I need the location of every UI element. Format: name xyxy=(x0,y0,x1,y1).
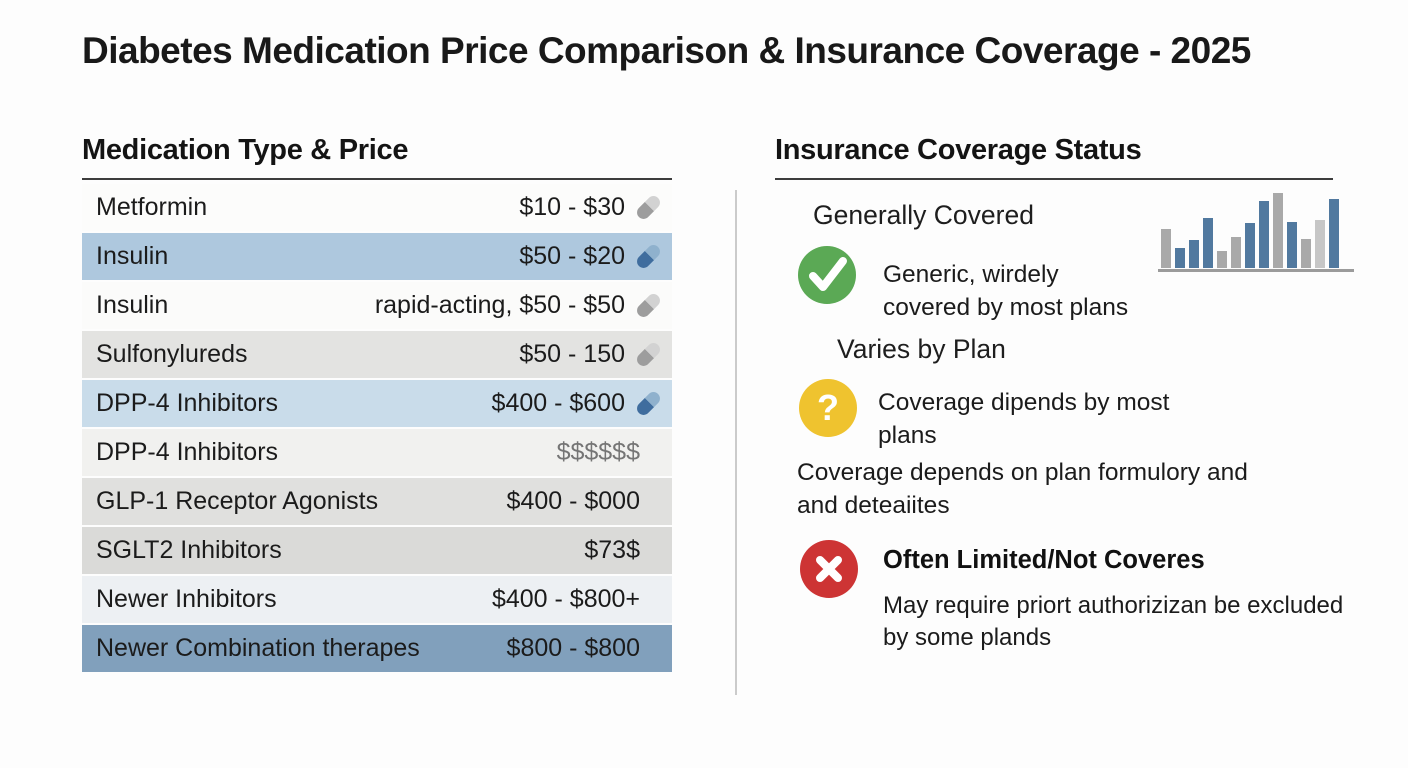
medication-name: DPP-4 Inhibitors xyxy=(96,438,279,466)
pill-icon xyxy=(634,340,663,369)
table-row: DPP-4 Inhibitors $400 - $600 xyxy=(82,380,672,427)
generally-covered-title: Generally Covered xyxy=(813,200,1034,230)
medication-name: Insulin xyxy=(96,242,169,270)
medication-price: $400 - $000 xyxy=(506,487,640,515)
medication-name: DPP-4 Inhibitors xyxy=(96,389,279,417)
chart-bar xyxy=(1245,223,1255,268)
chart-bar xyxy=(1175,248,1185,268)
chart-bar xyxy=(1259,201,1269,268)
medication-name: Newer Combination therapes xyxy=(96,634,420,662)
left-section-title: Medication Type & Price xyxy=(82,134,672,180)
bar-chart-icon xyxy=(1158,190,1354,272)
vertical-divider xyxy=(735,190,737,695)
check-icon xyxy=(798,246,856,304)
cross-glyph xyxy=(816,556,842,582)
often-limited-text: May require priort authorizizan be exclu… xyxy=(883,592,1344,651)
table-row: Newer Inhibitors $400 - $800+ xyxy=(82,576,672,623)
chart-bar xyxy=(1329,199,1339,268)
medication-name: Insulin xyxy=(96,291,169,319)
right-section-title: Insurance Coverage Status xyxy=(775,134,1333,180)
table-row: Insulin rapid-acting, $50 - $50 xyxy=(82,282,672,329)
table-row: Newer Combination therapes $800 - $800 xyxy=(82,625,672,672)
table-row: SGLT2 Inhibitors $73$ xyxy=(82,527,672,574)
medication-name: SGLT2 Inhibitors xyxy=(96,536,282,564)
generally-covered-text: Generic, wirdely covered by most plans xyxy=(883,261,1129,321)
table-row: GLP-1 Receptor Agonists $400 - $000 xyxy=(82,478,672,525)
pill-icon xyxy=(634,291,663,320)
chart-bar xyxy=(1287,222,1297,268)
question-icon: ? xyxy=(799,379,857,437)
chart-bar xyxy=(1189,240,1199,268)
medication-name: Newer Inhibitors xyxy=(96,585,277,613)
question-glyph: ? xyxy=(817,387,839,428)
pill-icon xyxy=(634,389,663,418)
medication-price: $400 - $800+ xyxy=(491,585,640,613)
medication-name: Sulfonylureds xyxy=(96,340,248,368)
medication-price: $10 - $30 xyxy=(519,193,625,221)
x-icon xyxy=(800,540,858,598)
insurance-coverage-section: Insurance Coverage Status Generally Cove… xyxy=(775,134,1400,709)
chart-bars xyxy=(1158,190,1354,268)
medication-name: Metformin xyxy=(96,193,208,221)
table-row: Insulin $50 - $20 xyxy=(82,233,672,280)
medication-price: $50 - 150 xyxy=(519,340,625,368)
table-row: Metformin $10 - $30 xyxy=(82,184,672,231)
pill-icon xyxy=(634,242,663,271)
chart-bar xyxy=(1273,193,1283,268)
varies-by-plan-title: Varies by Plan xyxy=(837,334,1006,364)
medication-price: $800 - $800 xyxy=(506,634,640,662)
chart-bar xyxy=(1301,239,1311,268)
chart-bar xyxy=(1203,218,1213,268)
medication-price: $73$ xyxy=(584,536,640,564)
often-limited-title: Often Limited/Not Coveres xyxy=(883,546,1205,574)
chart-bar xyxy=(1217,251,1227,268)
page-title: Diabetes Medication Price Comparison & I… xyxy=(82,30,1251,71)
chart-bar xyxy=(1315,220,1325,268)
table-row: Sulfonylureds $50 - 150 xyxy=(82,331,672,378)
chart-bar xyxy=(1231,237,1241,268)
chart-baseline xyxy=(1158,269,1354,272)
varies-by-plan-text: Coverage dipends by most plans xyxy=(878,389,1170,449)
checkmark-glyph xyxy=(809,257,847,291)
medication-price: $400 - $600 xyxy=(491,389,625,417)
medication-price-section: Medication Type & Price Metformin $10 - $… xyxy=(82,134,672,674)
medication-name: GLP-1 Receptor Agonists xyxy=(96,487,379,515)
plan-formulary-note: Coverage depends on plan formulory and a… xyxy=(797,459,1248,519)
table-row: DPP-4 Inhibitors $$$$$$ xyxy=(82,429,672,476)
medication-price: $$$$$$ xyxy=(556,438,640,466)
medication-table: Metformin $10 - $30 Insulin $50 - $20 Insuli… xyxy=(82,184,672,672)
medication-price: rapid-acting, $50 - $50 xyxy=(374,291,625,319)
pill-icon xyxy=(634,193,663,222)
chart-bar xyxy=(1161,229,1171,268)
medication-price: $50 - $20 xyxy=(519,242,625,270)
